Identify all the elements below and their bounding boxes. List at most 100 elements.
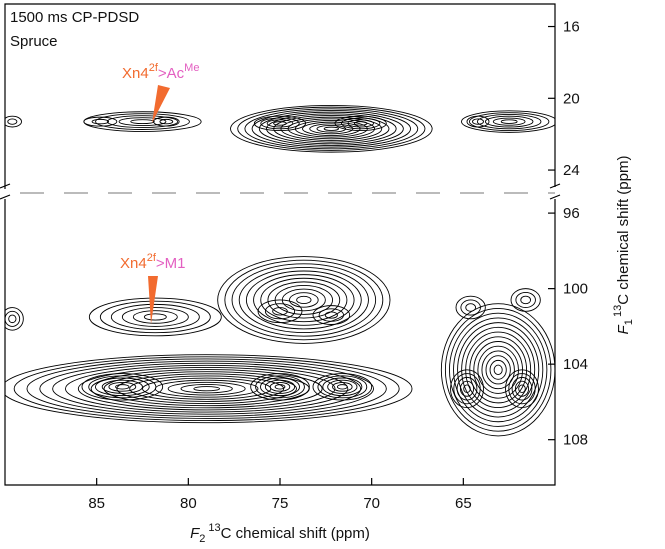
axes — [0, 3, 561, 486]
x-tick-label: 65 — [455, 495, 472, 512]
contour-line — [492, 117, 526, 126]
contour-line — [323, 126, 339, 131]
contour-line — [274, 384, 286, 390]
x-tick-label: 75 — [272, 495, 289, 512]
peak — [230, 105, 433, 153]
top-panel — [5, 105, 555, 153]
contour-line — [515, 291, 536, 308]
contour-line — [7, 118, 18, 125]
contour-line — [115, 384, 130, 390]
contour-line — [489, 359, 507, 380]
contour-line — [81, 373, 164, 401]
contour-line — [316, 125, 347, 133]
annotation-part: Me — [184, 62, 199, 74]
contour-line — [273, 121, 287, 126]
x-tick-label: 85 — [88, 495, 105, 512]
peak — [83, 116, 118, 127]
label-part: C chemical shift (ppm) — [221, 525, 370, 542]
annotation: Xn42f>AcMe — [122, 62, 199, 82]
peak — [510, 288, 541, 312]
contour-line — [108, 381, 137, 392]
contour-line — [450, 369, 484, 409]
peak — [450, 369, 484, 409]
contour-line — [347, 119, 374, 128]
peak — [81, 373, 164, 401]
label-part: F — [190, 525, 200, 542]
contour-line — [455, 295, 486, 320]
contour-line — [231, 263, 377, 337]
contour-line — [466, 115, 490, 128]
y-tick-label: 24 — [563, 162, 580, 179]
x-tick-label: 70 — [363, 495, 380, 512]
contour-line — [95, 113, 190, 130]
peak — [312, 373, 373, 401]
contour-line — [510, 288, 541, 312]
contour-line — [159, 118, 174, 125]
contour-line — [463, 384, 471, 393]
annotation-arrow — [152, 85, 170, 123]
contour-line — [334, 115, 387, 132]
contour-line — [287, 118, 375, 140]
contour-line — [5, 310, 21, 327]
contour-line — [322, 377, 363, 397]
annotation-part: >Ac — [158, 65, 185, 82]
contour-line — [266, 119, 294, 128]
contour-line — [193, 386, 220, 392]
contour-line — [237, 106, 426, 151]
contour-line — [83, 111, 202, 132]
contour-line — [317, 375, 368, 399]
contour-line — [264, 303, 296, 320]
contour-line — [260, 277, 348, 323]
label-part: 13 — [208, 522, 220, 534]
contour-line — [453, 373, 481, 405]
contour-line — [65, 364, 349, 413]
contour-line — [167, 381, 246, 396]
contour-line — [90, 369, 323, 409]
x-tick-label: 80 — [180, 495, 197, 512]
contour-line — [444, 308, 552, 432]
contour-line — [77, 367, 336, 411]
contour-line — [336, 384, 348, 390]
peak — [334, 115, 387, 132]
contour-line — [180, 384, 233, 394]
contour-line — [255, 375, 305, 399]
annotation-arrow — [148, 276, 158, 324]
contour-line — [230, 105, 433, 153]
contour-line — [244, 108, 419, 150]
peak — [440, 303, 555, 437]
contour-line — [5, 354, 413, 424]
contour-line — [106, 115, 179, 128]
contour-line — [91, 118, 110, 125]
contour-line — [514, 380, 530, 397]
contour-line — [318, 308, 345, 322]
contour-line — [508, 373, 536, 405]
contour-line — [468, 112, 550, 132]
contour-line — [493, 364, 503, 375]
contour-line — [153, 116, 180, 127]
contour-line — [459, 380, 475, 397]
contour-line — [520, 295, 532, 305]
peak — [250, 373, 310, 401]
contour-line — [250, 373, 310, 401]
contour-line — [476, 113, 542, 130]
contour-line — [118, 117, 167, 127]
peak — [505, 369, 539, 409]
annotation-part: >M1 — [156, 255, 186, 272]
peak — [461, 110, 555, 133]
contour-line — [461, 110, 555, 133]
chart-title: 1500 ms CP-PDSD — [10, 9, 139, 26]
contour-line — [267, 281, 341, 319]
contour-line — [245, 270, 362, 330]
contour-line — [217, 256, 391, 344]
contour-line — [8, 314, 17, 324]
contour-line — [461, 326, 536, 413]
contour-line — [224, 259, 384, 341]
contour-line — [460, 299, 481, 316]
peak — [312, 305, 351, 325]
y-tick-label: 108 — [563, 432, 588, 449]
peak — [5, 307, 24, 331]
break-marks — [0, 183, 561, 200]
contour-line — [26, 358, 387, 419]
contour-line — [440, 303, 555, 437]
y-tick-label: 104 — [563, 356, 588, 373]
